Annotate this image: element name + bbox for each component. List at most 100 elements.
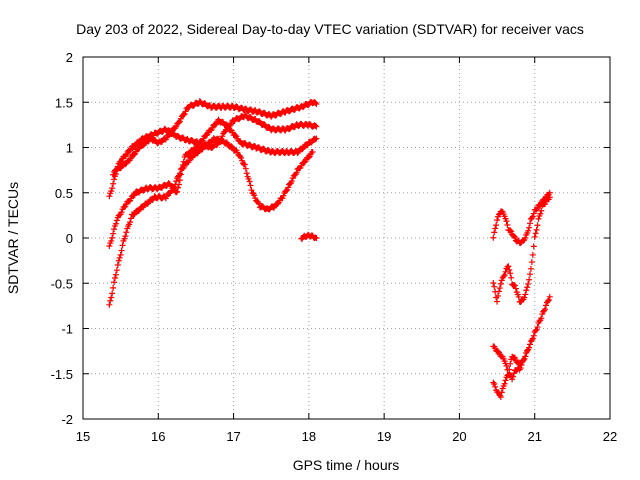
data-point: [492, 225, 499, 232]
data-point: [491, 283, 498, 290]
data-point: [531, 233, 538, 240]
data-point: [532, 230, 539, 237]
data-point: [495, 292, 502, 299]
data-point: [294, 150, 301, 157]
y-axis-title: SDTVAR / TECUs: [5, 182, 21, 294]
x-tick-label: 21: [527, 429, 541, 444]
data-point: [535, 215, 542, 222]
data-point: [118, 209, 125, 216]
data-point: [108, 188, 115, 195]
data-point: [127, 147, 134, 154]
data-point: [180, 111, 187, 118]
data-point: [534, 205, 541, 212]
data-point: [532, 327, 539, 334]
x-axis-title: GPS time / hours: [293, 457, 400, 473]
data-point: [303, 142, 310, 149]
data-point: [111, 274, 118, 281]
x-tick-label: 19: [377, 429, 391, 444]
data-point: [115, 257, 122, 264]
data-point: [175, 119, 182, 126]
data-point: [497, 394, 504, 401]
data-point: [173, 123, 180, 130]
data-point: [106, 193, 113, 200]
data-point: [114, 261, 121, 268]
data-point: [309, 149, 316, 156]
data-point: [534, 324, 541, 331]
data-point: [533, 206, 540, 213]
data-point: [500, 273, 507, 280]
data-point: [123, 229, 130, 236]
data-point: [246, 178, 253, 185]
data-point: [313, 123, 320, 130]
data-point: [515, 293, 522, 300]
data-point: [498, 389, 505, 396]
data-point: [111, 226, 118, 233]
data-point: [313, 235, 320, 241]
data-point: [203, 132, 210, 139]
data-point: [522, 291, 529, 298]
data-point: [174, 188, 181, 195]
y-tick-label: 0: [66, 231, 73, 246]
data-point: [512, 285, 519, 292]
data-point: [523, 287, 530, 294]
data-point: [511, 233, 518, 240]
data-point: [135, 207, 142, 214]
data-point: [529, 251, 536, 258]
data-point: [518, 362, 525, 369]
data-point: [533, 226, 540, 233]
data-point: [112, 220, 119, 227]
data-point: [495, 288, 502, 295]
data-point: [546, 194, 553, 201]
data-point: [498, 277, 505, 284]
data-point: [280, 192, 287, 199]
data-point: [109, 290, 116, 297]
data-point: [520, 357, 527, 364]
data-point: [122, 233, 129, 240]
data-point: [182, 108, 189, 115]
data-point: [542, 306, 549, 313]
data-point: [111, 176, 118, 183]
data-point: [497, 280, 504, 287]
data-point: [108, 294, 115, 301]
data-point: [504, 221, 511, 228]
y-tick-label: -1.5: [51, 367, 73, 382]
data-point: [491, 380, 498, 387]
data-point: [530, 332, 537, 339]
data-point: [527, 341, 534, 348]
data-point: [255, 200, 262, 207]
data-point: [493, 222, 500, 229]
data-point: [305, 154, 312, 161]
data-point: [117, 159, 124, 166]
data-point: [242, 165, 249, 172]
data-point: [530, 210, 537, 217]
data-point: [293, 169, 300, 176]
data-point: [526, 224, 533, 231]
data-point: [243, 170, 250, 177]
data-point: [288, 178, 295, 185]
data-point: [110, 180, 117, 187]
data-point: [525, 280, 532, 287]
data-point: [301, 159, 308, 166]
data-point: [279, 195, 286, 202]
data-point: [119, 242, 126, 249]
data-point: [109, 185, 116, 192]
x-tick-label: 15: [76, 429, 90, 444]
data-point: [529, 335, 536, 342]
data-point: [546, 293, 553, 300]
y-tick-label: 1.5: [55, 95, 73, 110]
data-point: [544, 298, 551, 305]
data-point: [543, 302, 550, 309]
data-point: [537, 210, 544, 217]
x-tick-label: 16: [151, 429, 165, 444]
data-point: [173, 178, 180, 185]
series-track-g: [490, 194, 553, 305]
chart-title: Day 203 of 2022, Sidereal Day-to-day VTE…: [76, 21, 584, 37]
data-point: [502, 377, 509, 384]
data-point: [522, 234, 529, 241]
data-point: [113, 267, 120, 274]
data-point: [106, 301, 113, 308]
data-point: [127, 219, 134, 226]
data-point: [312, 99, 319, 106]
data-point: [112, 167, 119, 174]
x-axis-tick-labels: 15 16 17 18 19 20 21 22: [76, 429, 617, 444]
